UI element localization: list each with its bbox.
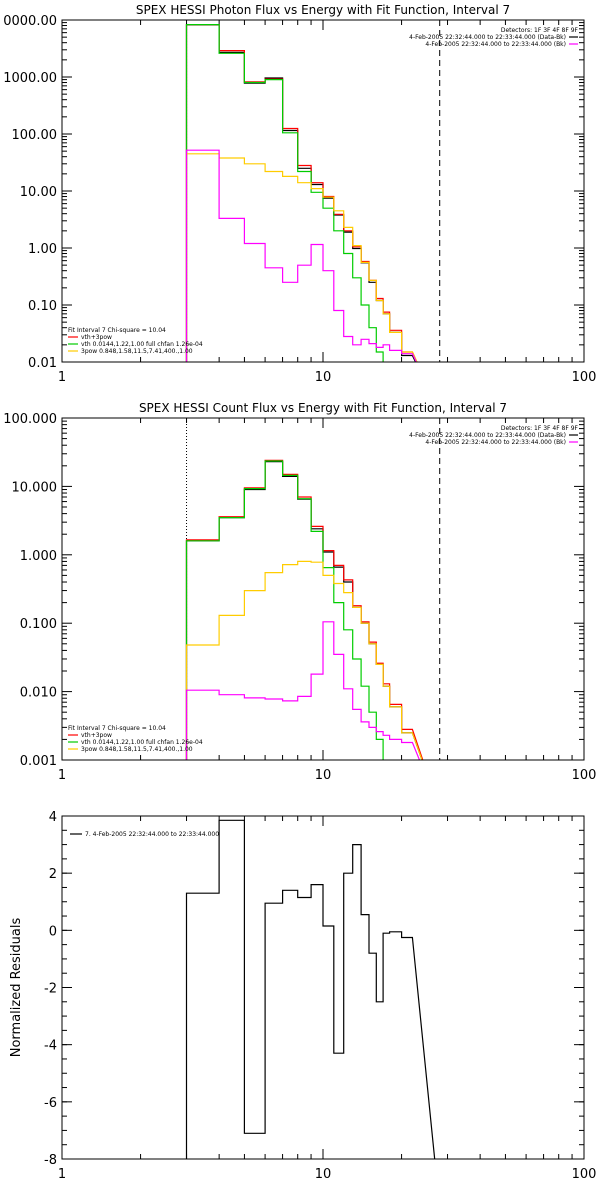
y-tick-label: 1000.00	[3, 71, 57, 86]
chart-title: SPEX HESSI Photon Flux vs Energy with Fi…	[136, 3, 510, 17]
series-line-7-4-feb-2005-22-32-44-000-to-22-33-44-000	[185, 819, 436, 1159]
plot-frame	[61, 417, 585, 761]
y-tick-label: 1.00	[28, 242, 57, 257]
plot-frame	[61, 815, 585, 1160]
series-line-vth-3pow	[185, 459, 424, 760]
fit-legend-header: Fit Interval 7 Chi-square = 10.04	[68, 327, 166, 334]
y-tick-label: 0000.00	[3, 14, 57, 29]
y-tick-label: -2	[44, 982, 57, 997]
series-group	[185, 459, 424, 760]
y-tick-label: 10.00	[20, 185, 57, 200]
y-tick-label: -8	[44, 1153, 57, 1168]
legend-top-text: 4-Feb-2005 22:32:44.000 to 22:33:44.000 …	[409, 432, 566, 439]
series-line-bk	[185, 621, 421, 760]
x-tick-label: 1	[58, 1167, 66, 1182]
series-line-bk	[185, 149, 417, 362]
series-line-3pow	[185, 560, 423, 760]
y-tick-label: 100.00	[12, 128, 58, 143]
y-tick-label: 2	[49, 867, 57, 882]
fit-legend-text: vth+3pow	[81, 732, 112, 739]
y-tick-label: 0.001	[20, 754, 57, 769]
fit-legend-text: 3pow 0.848,1.58,11.5,7.41,400.,1.00	[81, 348, 193, 355]
x-tick-label: 1	[58, 768, 66, 783]
fit-legend-text: vth 0.0144,1.22,1.00 full chfan 1.26e-04	[81, 341, 203, 348]
y-tick-label: 0	[49, 924, 57, 939]
x-tick-label: 1	[58, 370, 66, 385]
y-tick-label: 1.000	[20, 549, 57, 564]
x-tick-label: 10	[315, 768, 332, 783]
y-tick-label: -6	[44, 1096, 57, 1111]
series-line-3pow	[185, 153, 418, 362]
legend-top-text: 4-Feb-2005 22:32:44.000 to 22:33:44.000 …	[425, 439, 566, 446]
x-tick-label: 100	[572, 768, 597, 783]
y-tick-label: 4	[49, 810, 57, 825]
y-tick-label: 0.01	[28, 356, 57, 371]
fit-legend-text: 3pow 0.848,1.58,11.5,7.41,400.,1.00	[81, 746, 193, 753]
legend-top-text: 4-Feb-2005 22:32:44.000 to 22:33:44.000 …	[425, 41, 566, 48]
x-tick-label: 100	[572, 370, 597, 385]
series-group	[185, 24, 418, 362]
legend-top-text: Detectors: 1F 3F 4F 8F 9F	[501, 27, 579, 34]
panel-1: SPEX HESSI Photon Flux vs Energy with Fi…	[3, 3, 597, 385]
x-tick-label: 100	[572, 1167, 597, 1182]
series-line-vth	[185, 460, 384, 760]
chart-title: SPEX HESSI Count Flux vs Energy with Fit…	[139, 401, 507, 415]
panel-3: Normalized Residuals 1 10 100 -8 -6 -4 -2 0 2 4 7. …	[9, 810, 597, 1182]
y-tick-label: -4	[44, 1039, 57, 1054]
y-tick-label: 0.100	[20, 617, 57, 632]
series-group	[185, 819, 436, 1159]
x-tick-label: 10	[315, 370, 332, 385]
legend-top-text: 4-Feb-2005 22:32:44.000 to 22:33:44.000 …	[409, 34, 566, 41]
y-axis-label: Normalized Residuals	[9, 918, 24, 1058]
fit-legend-header: Fit Interval 7 Chi-square = 10.04	[68, 725, 166, 732]
legend-top-text: Detectors: 1F 3F 4F 8F 9F	[501, 425, 579, 432]
y-tick-label: 0.010	[20, 686, 57, 701]
fit-legend-text: vth 0.0144,1.22,1.00 full chfan 1.26e-04	[81, 739, 203, 746]
y-tick-label: 100.000	[3, 412, 57, 427]
series-line-vth	[185, 24, 384, 362]
panel-2: SPEX HESSI Count Flux vs Energy with Fit…	[3, 401, 597, 783]
fit-legend-text: vth+3pow	[81, 334, 112, 341]
x-tick-label: 10	[315, 1167, 332, 1182]
y-tick-label: 10.000	[12, 480, 58, 495]
y-tick-label: 0.10	[28, 299, 57, 314]
legend-text: 7. 4-Feb-2005 22:32:44.000 to 22:33:44.0…	[85, 831, 219, 838]
plot-frame	[61, 19, 585, 363]
